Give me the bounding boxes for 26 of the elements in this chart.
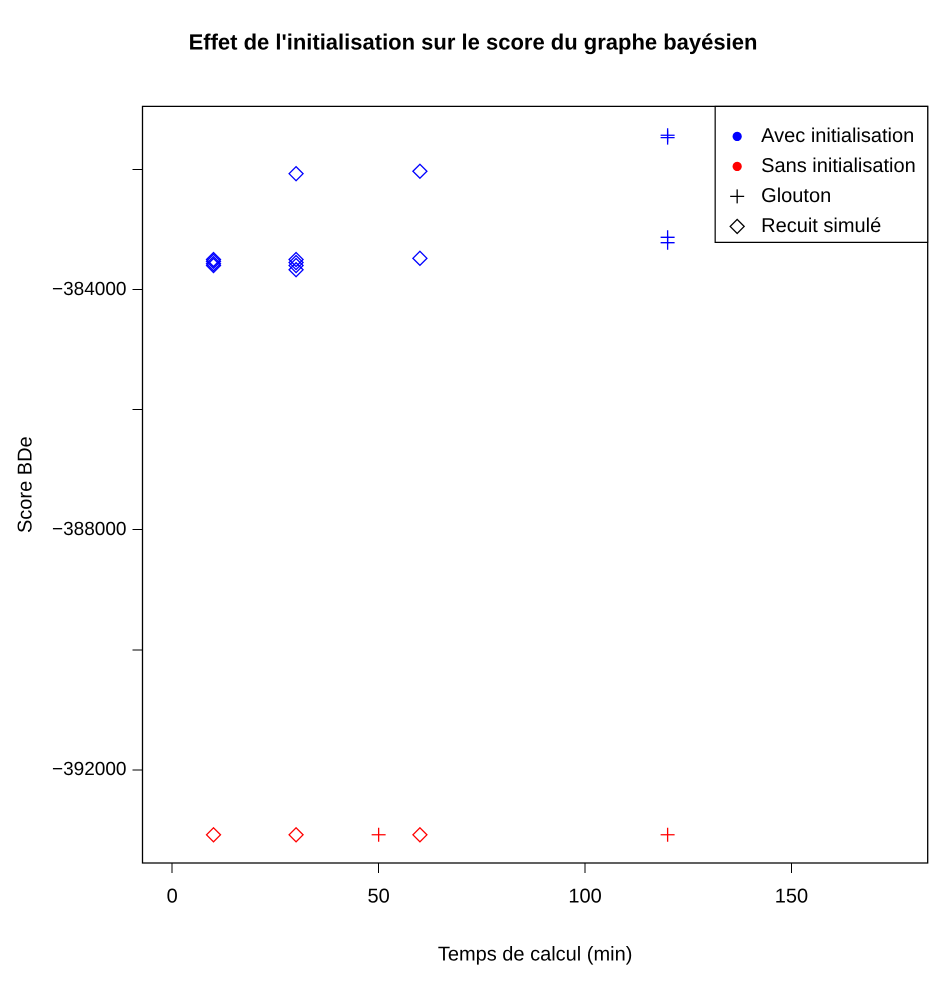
point	[412, 164, 428, 179]
point	[412, 827, 428, 842]
x-tick-label: 0	[166, 886, 178, 908]
x-axis-title: Temps de calcul (min)	[438, 944, 632, 966]
point	[206, 827, 222, 842]
x-tick-label: 100	[568, 886, 602, 908]
y-tick-label: −392000	[52, 759, 126, 780]
point	[288, 827, 304, 842]
chart-title: Effet de l'initialisation sur le score du graphe bayésien	[188, 29, 758, 54]
y-tick-label: −388000	[52, 518, 126, 540]
y-axis-title: Score BDe	[14, 436, 37, 534]
point	[370, 827, 386, 842]
y-tick-label: −384000	[52, 278, 126, 300]
point	[288, 258, 304, 274]
point	[288, 262, 304, 278]
legend-label: Sans initialisation	[761, 154, 916, 177]
x-tick-label: 150	[774, 886, 808, 908]
point	[288, 166, 304, 182]
point	[288, 252, 304, 268]
legend-label: Glouton	[761, 184, 832, 207]
x-tick-label: 50	[368, 886, 390, 908]
legend-label: Recuit simulé	[761, 214, 882, 237]
point	[412, 250, 428, 266]
point	[288, 254, 304, 270]
point	[660, 827, 676, 842]
legend-label: Avec initialisation	[761, 124, 914, 147]
